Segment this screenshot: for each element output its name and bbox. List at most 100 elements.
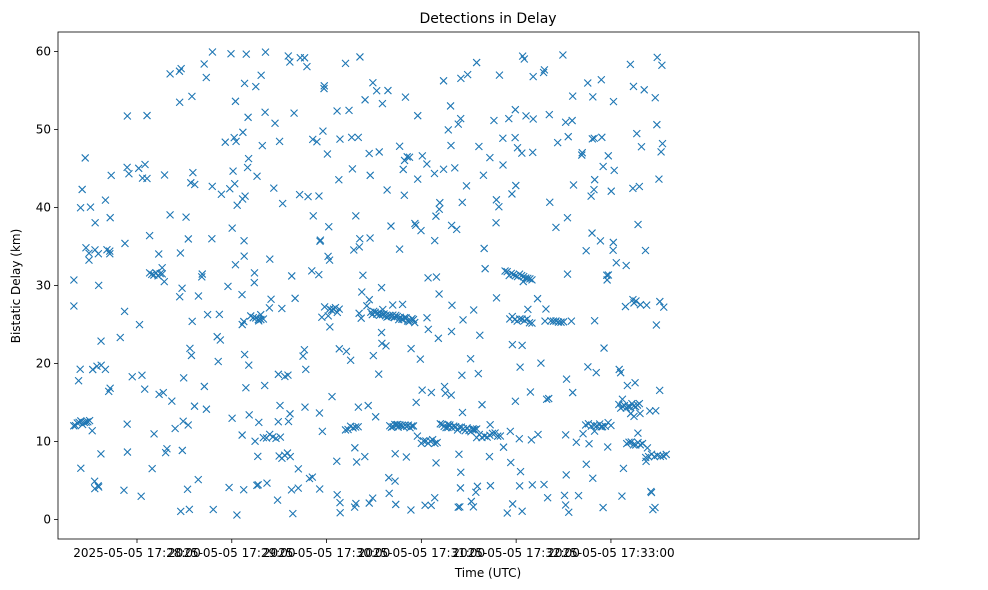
data-point <box>272 434 280 443</box>
data-point <box>261 48 270 56</box>
data-point <box>186 178 195 187</box>
data-point <box>215 310 224 319</box>
data-point <box>208 48 217 56</box>
data-point <box>618 395 627 404</box>
y-tick-label: 30 <box>36 279 51 293</box>
data-point <box>452 225 461 234</box>
data-point <box>480 244 489 253</box>
data-point <box>228 414 236 423</box>
data-point <box>528 319 536 327</box>
data-point <box>366 171 375 180</box>
data-point <box>284 371 292 379</box>
data-point <box>444 420 452 429</box>
data-point <box>284 417 293 426</box>
data-point <box>418 386 427 395</box>
data-point <box>492 218 500 227</box>
data-point <box>630 299 638 307</box>
data-point <box>145 231 154 240</box>
data-point <box>399 165 408 174</box>
data-point <box>182 213 190 222</box>
data-point <box>176 507 185 516</box>
data-point <box>623 381 632 390</box>
data-point <box>76 464 85 473</box>
data-point <box>365 499 374 507</box>
data-point <box>647 488 656 497</box>
data-point <box>244 113 252 122</box>
data-point <box>544 394 553 403</box>
data-point <box>378 99 387 108</box>
data-point <box>590 134 599 143</box>
data-point <box>271 119 279 128</box>
data-point <box>287 272 296 280</box>
data-point <box>194 475 203 484</box>
data-point <box>150 429 158 438</box>
data-point <box>634 220 642 229</box>
data-point <box>88 426 97 435</box>
data-point <box>125 169 133 178</box>
data-point <box>467 497 476 506</box>
data-point <box>384 473 393 482</box>
data-point <box>458 408 467 417</box>
data-point <box>405 153 414 162</box>
data-point <box>447 141 455 150</box>
data-point <box>245 410 254 419</box>
data-point <box>336 498 344 507</box>
data-point <box>188 317 197 326</box>
data-point <box>490 116 498 125</box>
data-point <box>69 302 78 310</box>
data-point <box>244 154 253 163</box>
data-point <box>371 412 380 421</box>
data-point <box>315 485 324 493</box>
data-point <box>328 392 336 401</box>
data-point <box>309 212 318 220</box>
data-point <box>120 307 129 316</box>
data-point <box>622 261 631 270</box>
data-point <box>274 417 283 426</box>
data-point <box>327 306 336 315</box>
data-point <box>357 314 366 323</box>
data-point <box>430 169 439 178</box>
data-point <box>421 501 429 510</box>
data-point <box>354 422 363 431</box>
data-point <box>277 304 286 313</box>
data-point <box>116 333 125 342</box>
data-point <box>471 488 480 497</box>
data-point <box>436 419 445 428</box>
data-point <box>651 406 660 415</box>
data-point <box>559 317 568 326</box>
data-point <box>568 388 577 397</box>
data-point <box>511 181 520 190</box>
data-point <box>265 255 274 263</box>
data-point <box>368 494 377 503</box>
data-point <box>229 167 237 176</box>
data-point <box>635 182 644 191</box>
data-point <box>86 203 95 211</box>
data-point <box>604 271 613 279</box>
data-point <box>653 53 662 62</box>
data-point <box>187 351 196 360</box>
data-point <box>642 301 651 310</box>
data-point <box>335 344 344 353</box>
data-point <box>585 439 593 448</box>
data-point <box>446 102 455 110</box>
data-point <box>599 162 608 171</box>
data-point <box>625 438 633 447</box>
data-point <box>276 433 285 442</box>
data-point <box>428 435 437 444</box>
data-point <box>85 416 94 425</box>
data-point <box>572 438 581 447</box>
data-point <box>336 135 344 144</box>
data-point <box>596 236 605 245</box>
data-point <box>333 107 341 115</box>
data-point <box>561 430 570 439</box>
data-point <box>154 250 163 258</box>
data-point <box>82 243 90 252</box>
data-point <box>290 109 298 118</box>
data-point <box>278 199 287 208</box>
data-point <box>249 313 258 322</box>
data-point <box>402 453 411 461</box>
data-point <box>472 425 481 433</box>
data-point <box>148 464 157 473</box>
data-point <box>450 164 459 172</box>
